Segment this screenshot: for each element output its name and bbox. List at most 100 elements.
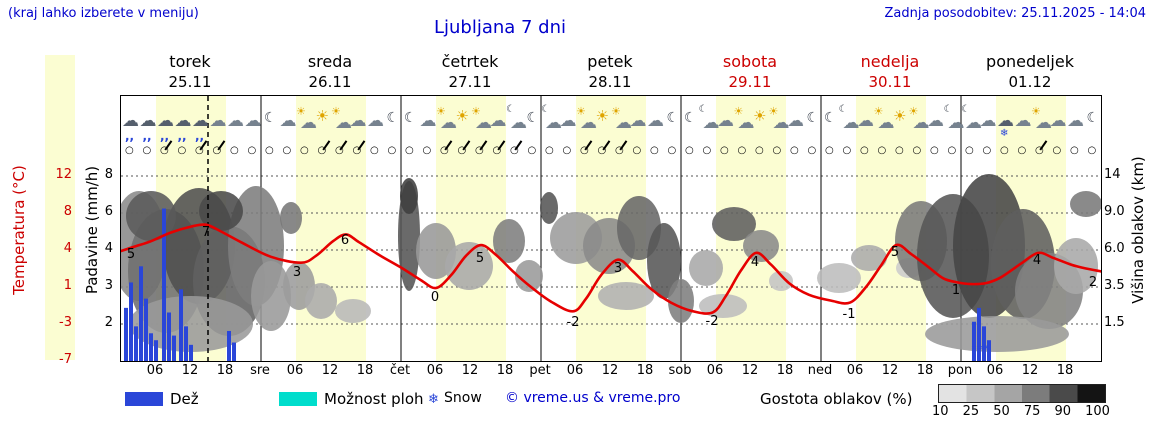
weather-icon-snow: ☁ ❄ xyxy=(997,111,1014,139)
weather-icon-night: ☾ xyxy=(386,110,400,126)
day-date: 25.11 xyxy=(168,73,212,91)
density-scale-value: 75 xyxy=(1023,404,1041,419)
precipitation-bar xyxy=(139,266,143,361)
cloud-region xyxy=(400,178,418,214)
wind-symbol: ○ xyxy=(1070,145,1079,156)
wind-symbol: ○ xyxy=(632,145,642,156)
cloud-region xyxy=(251,261,291,331)
time-label: 12 xyxy=(461,363,479,378)
time-label: 06 xyxy=(846,363,864,378)
weather-icon-rain: ☁,, xyxy=(174,111,192,143)
precipitation-bar xyxy=(149,333,153,361)
temp-value-label: 6 xyxy=(341,233,349,248)
day-date: 27.11 xyxy=(448,73,492,91)
last-update-text: Zadnja posodobitev: 25.11.2025 - 14:04 xyxy=(884,6,1146,21)
time-label: sob xyxy=(668,363,692,378)
weather-icon-partly-sun: ☀ ☁ xyxy=(436,105,457,133)
cloud-region xyxy=(712,207,756,241)
time-label: 06 xyxy=(286,363,304,378)
cloud-density-scale xyxy=(938,384,1106,403)
precipitation-bar xyxy=(184,326,188,361)
temp-value-label: 3 xyxy=(293,265,301,280)
wind-symbols-row: ○ ○ ○ ○ ○ ○ ○ ○ ○ ○ ○ ○ ○ ○ ○ ○ ○ ○ ○ ○ ○ ○ ○ ○ ○ ○ ○ ○ ○ ○ ○ ○ ○ ○ ○ ○ ○ ○ ○ ○… xyxy=(121,140,1101,164)
weather-icon-night: ☾ xyxy=(666,110,680,126)
time-label: čet xyxy=(389,363,411,378)
snowflake-icon: ❄ xyxy=(428,392,439,407)
day-header: nedelja 30.11 xyxy=(820,52,960,91)
weather-icon-cloud: ☁ xyxy=(279,111,297,131)
time-label: 18 xyxy=(636,363,654,378)
weather-icon-night: ☾ xyxy=(264,110,277,126)
time-label: pet xyxy=(529,363,551,378)
wind-symbol: ○ xyxy=(265,145,274,156)
wind-symbol: ○ xyxy=(842,145,852,156)
temp-value-label: -1 xyxy=(843,307,856,322)
precipitation-bar xyxy=(227,330,231,361)
time-label: 12 xyxy=(321,363,339,378)
wind-symbol: ○ xyxy=(1031,140,1049,164)
temperature-curve xyxy=(121,223,1101,315)
weather-icon-night: ☾ xyxy=(526,110,540,126)
weather-icon-sun: ☀ xyxy=(315,107,329,125)
precipitation-bar xyxy=(189,344,193,361)
wind-symbol: ○ xyxy=(772,145,782,156)
weather-icon-night: ☾ xyxy=(806,110,820,126)
density-scale-value: 25 xyxy=(962,404,980,419)
wind-symbol: ○ xyxy=(405,145,414,156)
shower-legend-swatch xyxy=(279,392,317,406)
wind-symbol: ○ xyxy=(912,145,922,156)
weather-icon-cloud: ☁ xyxy=(1049,111,1067,131)
weather-icon-cloud: ☁ xyxy=(227,111,244,131)
weather-icon-night-cloud: ☾ ☁ xyxy=(506,104,527,133)
precipitation-bar xyxy=(977,307,981,361)
rain-legend-swatch xyxy=(125,392,163,406)
wind-symbol: ○ xyxy=(576,140,594,164)
weather-icon-cloud: ☁ xyxy=(1014,111,1032,131)
copyright-link[interactable]: © vreme.us & vreme.pro xyxy=(505,390,681,406)
temp-value-label: 5 xyxy=(891,245,899,260)
weather-icon-sun: ☀ xyxy=(455,107,469,125)
weather-icon-cloud: ☁ xyxy=(559,111,577,131)
cloud-region xyxy=(129,296,253,352)
red-tick: -3 xyxy=(59,315,72,330)
weather-icon-cloud: ☁ xyxy=(717,111,734,131)
wind-symbol: ○ xyxy=(702,145,712,156)
wind-symbol: ○ xyxy=(1052,145,1062,156)
right-tick: 6.0 xyxy=(1104,241,1125,256)
cloud-region xyxy=(668,279,694,323)
precipitation-bar xyxy=(144,298,148,361)
weather-icon-cloud: ☁ xyxy=(979,111,997,131)
time-label: 06 xyxy=(426,363,444,378)
weather-icon-sun: ☀ xyxy=(595,107,609,125)
shower-legend-label: Možnost ploh xyxy=(324,390,424,408)
wind-symbol: ○ xyxy=(125,145,134,156)
precipitation-bar xyxy=(129,282,133,361)
wind-symbol: ○ xyxy=(982,145,992,156)
precipitation-bar xyxy=(972,321,976,361)
cloud-region xyxy=(743,230,779,262)
wind-symbol: ○ xyxy=(370,145,379,156)
weather-icon-partly-sun: ☀ ☁ xyxy=(471,105,492,133)
cloud-region xyxy=(540,192,558,224)
black-tick: 3 xyxy=(104,278,113,293)
wind-symbol: ○ xyxy=(314,140,332,164)
cloud-region xyxy=(689,250,723,286)
snow-mark: * xyxy=(978,344,983,355)
time-label: 12 xyxy=(741,363,759,378)
red-tick: 8 xyxy=(63,204,72,219)
precipitation-bar xyxy=(162,208,166,361)
day-header: sobota 29.11 xyxy=(680,52,820,91)
temp-value-label: 2 xyxy=(1089,275,1097,290)
weather-icon-sun: ☀ xyxy=(893,107,907,125)
black-tick: 8 xyxy=(104,167,113,182)
density-scale-value: 50 xyxy=(993,404,1010,419)
temp-value-label: 5 xyxy=(127,247,135,262)
wind-symbol: ○ xyxy=(594,140,612,164)
precipitation-bar xyxy=(987,340,991,361)
time-label: 18 xyxy=(356,363,374,378)
wind-symbol: ○ xyxy=(895,145,904,156)
red-tick: 4 xyxy=(63,241,72,256)
wind-symbol: ○ xyxy=(1000,145,1009,156)
wind-symbol: ○ xyxy=(436,140,454,164)
